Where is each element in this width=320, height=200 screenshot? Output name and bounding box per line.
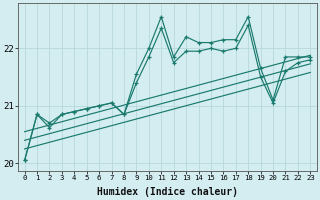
X-axis label: Humidex (Indice chaleur): Humidex (Indice chaleur) [97, 186, 238, 197]
